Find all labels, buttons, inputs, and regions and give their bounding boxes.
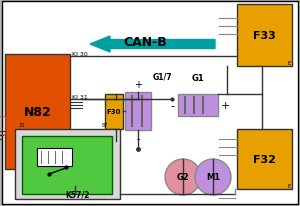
Text: +: + (134, 80, 142, 90)
Text: M1: M1 (206, 173, 220, 182)
Text: Kl 30: Kl 30 (72, 52, 88, 57)
Bar (37, 148, 72, 166)
Bar (237, 129, 292, 189)
Text: G1/7: G1/7 (153, 72, 172, 81)
Text: G1: G1 (192, 74, 204, 83)
Text: 87: 87 (102, 122, 108, 127)
Bar (5, 55, 70, 169)
Bar (15, 129, 120, 199)
Text: 30: 30 (19, 122, 25, 127)
Circle shape (165, 159, 201, 195)
Text: CAN-B: CAN-B (123, 35, 167, 48)
Text: E: E (287, 183, 291, 188)
Text: -: - (170, 101, 174, 110)
Bar (0, 116, 5, 134)
Text: -: - (136, 133, 140, 143)
Text: N82: N82 (24, 105, 51, 118)
Bar (22, 136, 112, 194)
Text: Kl 31: Kl 31 (72, 95, 88, 99)
Text: F33: F33 (253, 31, 276, 41)
Bar (237, 5, 292, 67)
Bar (178, 95, 218, 116)
Text: F32: F32 (253, 154, 276, 164)
Bar (105, 95, 123, 129)
Circle shape (195, 159, 231, 195)
Text: E: E (287, 61, 291, 66)
Text: G2: G2 (177, 173, 189, 182)
Text: +: + (220, 101, 230, 110)
Bar (125, 92, 151, 130)
Text: F30: F30 (107, 109, 121, 115)
Text: K57/2: K57/2 (65, 190, 89, 199)
FancyArrow shape (90, 37, 215, 53)
